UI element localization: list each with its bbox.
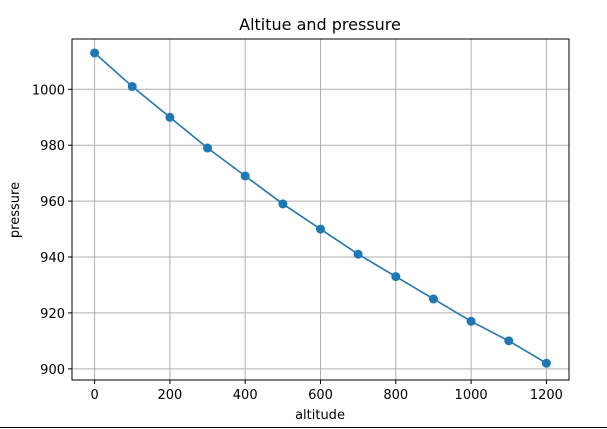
data-point <box>391 272 401 282</box>
y-tick-label: 900 <box>40 363 65 378</box>
y-tick-label: 940 <box>40 251 65 266</box>
x-axis-ticks: 0 200 400 600 800 1000 1200 <box>90 380 563 403</box>
data-point <box>278 199 288 209</box>
series-layer <box>90 48 551 368</box>
data-point <box>466 316 476 326</box>
x-tick-label: 1000 <box>455 388 488 403</box>
x-tick-label: 200 <box>157 388 182 403</box>
y-tick-label: 980 <box>40 139 65 154</box>
data-point <box>353 249 363 259</box>
y-tick-label: 920 <box>40 307 65 322</box>
data-point <box>316 224 325 234</box>
x-tick-label: 400 <box>233 388 258 403</box>
window-bottom-border <box>0 427 607 428</box>
data-point <box>165 112 175 122</box>
data-point <box>428 294 438 304</box>
x-tick-label: 0 <box>90 388 98 403</box>
data-point <box>127 82 137 92</box>
x-tick-label: 800 <box>383 388 408 403</box>
y-tick-label: 1000 <box>32 83 65 98</box>
data-point <box>504 336 514 346</box>
grid <box>72 39 569 380</box>
data-point <box>541 358 551 368</box>
data-point <box>90 48 100 58</box>
x-tick-label: 1200 <box>530 388 563 403</box>
x-axis-label: altitude <box>295 408 345 423</box>
y-axis-ticks: 900 920 940 960 980 1000 <box>32 83 72 378</box>
y-tick-label: 960 <box>40 195 65 210</box>
data-point <box>203 143 213 153</box>
chart-title: Altitue and pressure <box>239 15 401 34</box>
y-axis-label: pressure <box>8 182 23 238</box>
x-tick-label: 600 <box>308 388 333 403</box>
data-point <box>240 171 250 181</box>
